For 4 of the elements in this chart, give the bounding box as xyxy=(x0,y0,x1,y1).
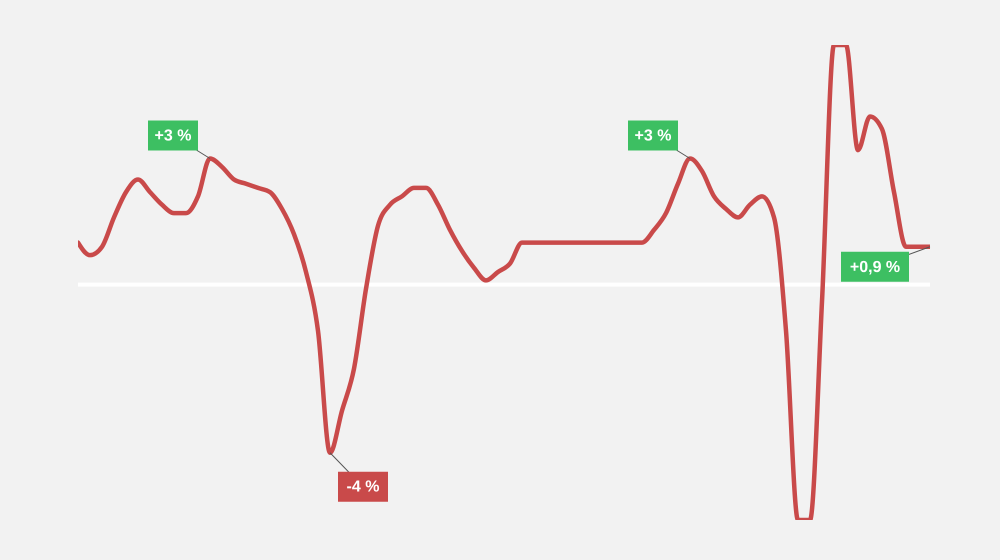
data-label: +3 % xyxy=(154,127,192,144)
data-label: -4 % xyxy=(346,478,380,496)
data-label: +0,9 % xyxy=(850,258,900,276)
data-label: +3 % xyxy=(634,127,672,144)
